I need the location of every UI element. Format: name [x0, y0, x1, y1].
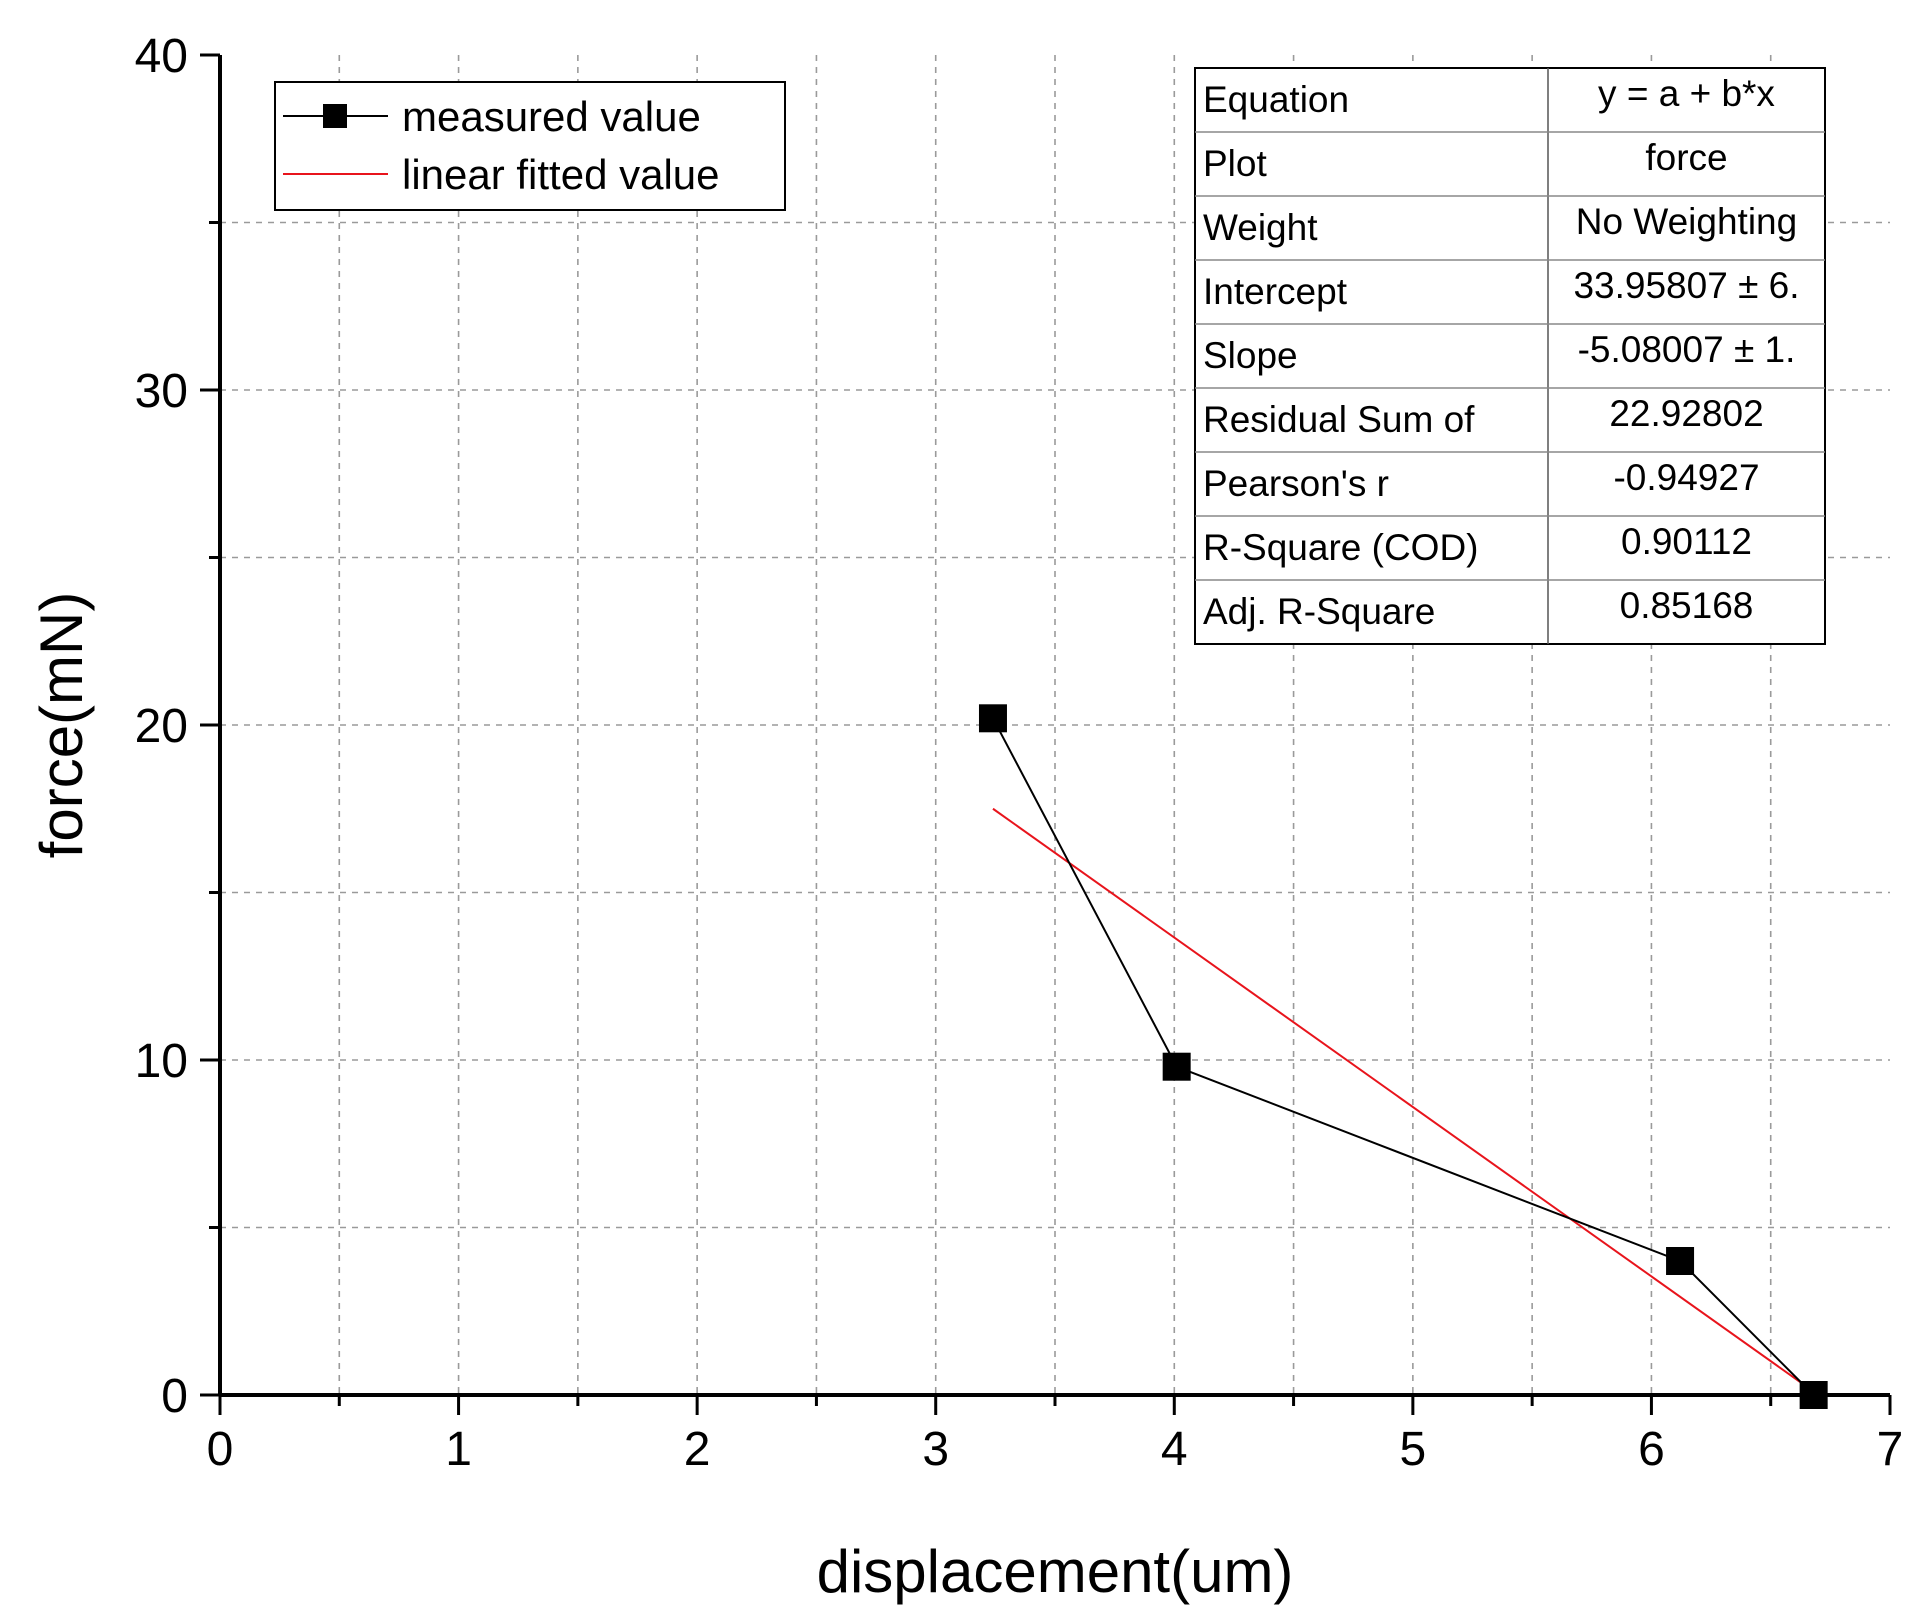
legend-swatch-measured-marker [323, 104, 347, 128]
legend-label-measured: measured value [402, 93, 701, 140]
grid-lines [220, 55, 1890, 1395]
fit-table-value: -0.94927 [1613, 457, 1759, 498]
x-axis-title: displacement(um) [817, 1538, 1294, 1605]
x-tick-label: 0 [207, 1423, 234, 1476]
series-line-measured [992, 717, 1815, 1396]
data-point-measured [978, 704, 1007, 733]
data-point-measured [1162, 1052, 1191, 1081]
x-tick-label: 1 [445, 1423, 472, 1476]
legend-label-fit: linear fitted value [402, 151, 720, 198]
fit-table-label: Plot [1203, 143, 1267, 184]
fit-table-label: Equation [1203, 79, 1349, 120]
fit-table-value: -5.08007 ± 1. [1578, 329, 1796, 370]
y-tick-label: 30 [135, 365, 188, 418]
fit-table-label: Pearson's r [1203, 463, 1389, 504]
y-axis-title: force(mN) [28, 592, 95, 859]
fit-table-border [1194, 67, 1826, 645]
x-tick-label: 5 [1400, 1423, 1427, 1476]
axes [200, 53, 1892, 1415]
y-tick-label: 40 [135, 30, 188, 83]
data-point-measured [1666, 1247, 1695, 1275]
fit-table-label: R-Square (COD) [1203, 527, 1479, 568]
x-tick-label: 6 [1638, 1423, 1665, 1476]
data-point-measured [1799, 1381, 1828, 1409]
y-tick-label: 0 [161, 1370, 188, 1423]
fit-table-value: 22.92802 [1609, 393, 1763, 434]
series [978, 704, 1828, 1409]
fit-table-value: 33.95807 ± 6. [1573, 265, 1799, 306]
x-tick-label: 7 [1877, 1423, 1904, 1476]
fit-statistics-table: Equation y = a + b*x Plot force Weight No Wei… [1194, 67, 1826, 645]
fit-table-label: Slope [1203, 335, 1298, 376]
fit-table-value: y = a + b*x [1598, 73, 1775, 114]
fit-table-value: No Weighting [1576, 201, 1797, 242]
x-tick-label: 3 [922, 1423, 949, 1476]
fit-table-label: Weight [1203, 207, 1318, 248]
x-tick-label: 4 [1161, 1423, 1188, 1476]
fit-table-value: force [1645, 137, 1727, 178]
y-tick-label: 10 [135, 1035, 188, 1088]
fit-table-value: 0.85168 [1620, 585, 1754, 626]
fit-table-label: Residual Sum of [1203, 399, 1475, 440]
series-line-fit [992, 807, 1815, 1393]
y-tick-label: 20 [135, 700, 188, 753]
x-tick-label: 2 [684, 1423, 711, 1476]
fit-table-label: Adj. R-Square [1203, 591, 1435, 632]
fit-table-value: 0.90112 [1621, 521, 1752, 562]
legend-box [274, 81, 786, 211]
legend: measured value linear fitted value [274, 81, 786, 211]
tick-labels: 0 1 2 3 4 5 6 7 0 10 20 30 40 [135, 30, 1904, 1476]
fit-table-label: Intercept [1203, 271, 1348, 312]
